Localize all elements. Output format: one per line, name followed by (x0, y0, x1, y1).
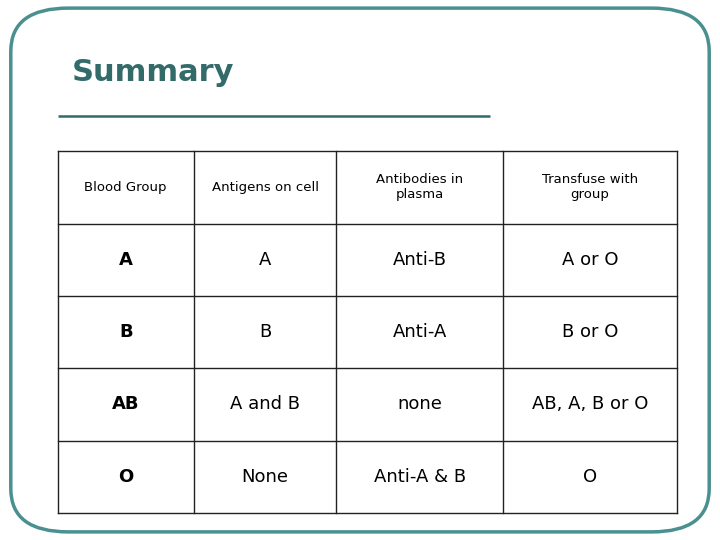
Text: A and B: A and B (230, 395, 300, 414)
Text: A: A (119, 251, 132, 269)
Text: O: O (583, 468, 597, 486)
Text: Summary: Summary (72, 58, 235, 87)
Text: none: none (397, 395, 442, 414)
Text: B: B (119, 323, 132, 341)
Text: Anti-A: Anti-A (392, 323, 447, 341)
Text: B: B (259, 323, 271, 341)
Text: Antibodies in
plasma: Antibodies in plasma (377, 173, 464, 201)
Text: A: A (259, 251, 271, 269)
Text: Anti-B: Anti-B (393, 251, 447, 269)
Text: O: O (118, 468, 133, 486)
Text: Blood Group: Blood Group (84, 181, 167, 194)
Text: B or O: B or O (562, 323, 618, 341)
Text: AB, A, B or O: AB, A, B or O (532, 395, 648, 414)
Text: Transfuse with
group: Transfuse with group (542, 173, 638, 201)
Text: A or O: A or O (562, 251, 618, 269)
FancyBboxPatch shape (11, 8, 709, 532)
Text: AB: AB (112, 395, 140, 414)
Text: Antigens on cell: Antigens on cell (212, 181, 318, 194)
Text: Anti-A & B: Anti-A & B (374, 468, 466, 486)
Text: None: None (241, 468, 289, 486)
